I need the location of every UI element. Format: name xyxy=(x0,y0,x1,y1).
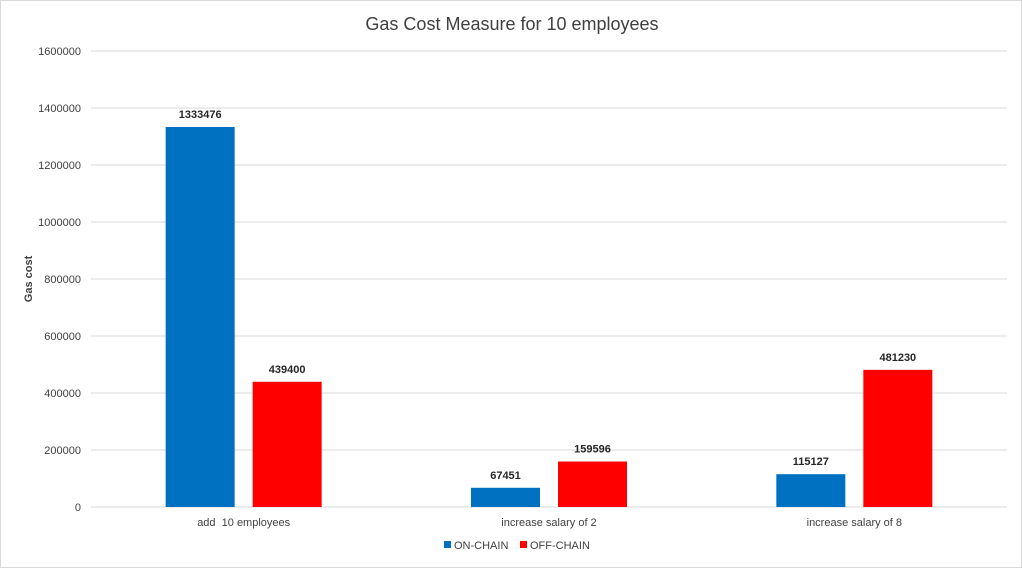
chart-title: Gas Cost Measure for 10 employees xyxy=(365,14,658,34)
y-axis-ticks: 0 200000 400000 600000 800000 1000000 1200000 1… xyxy=(38,46,81,514)
bars xyxy=(165,126,933,507)
legend-label-on-chain: ON-CHAIN xyxy=(454,540,508,552)
y-tick-label: 1000000 xyxy=(38,217,81,229)
bar-on-chain-2 xyxy=(776,474,846,507)
gridlines xyxy=(91,50,1007,508)
data-label: 67451 xyxy=(490,470,521,482)
legend-swatch-off-chain xyxy=(520,541,527,548)
bar-on-chain-1 xyxy=(471,487,540,507)
data-label: 439400 xyxy=(269,364,306,376)
bar-off-chain-2 xyxy=(863,369,933,507)
y-axis-label: Gas cost xyxy=(23,255,35,302)
x-category-label: increase salary of 8 xyxy=(807,517,902,529)
bar-off-chain-0 xyxy=(252,381,322,507)
legend-swatch-on-chain xyxy=(444,541,451,548)
x-category-label: add 10 employees xyxy=(197,517,290,529)
y-tick-label: 1400000 xyxy=(38,103,81,115)
x-axis-categories: add 10 employees increase salary of 2 incr… xyxy=(197,517,902,529)
bar-on-chain-0 xyxy=(165,126,235,507)
y-tick-label: 400000 xyxy=(44,388,81,400)
data-label: 481230 xyxy=(879,352,916,364)
data-label: 1333476 xyxy=(179,109,222,121)
x-category-label: increase salary of 2 xyxy=(501,517,596,529)
data-label: 115127 xyxy=(793,456,829,468)
y-tick-label: 1600000 xyxy=(38,46,81,58)
y-tick-label: 200000 xyxy=(44,445,81,457)
legend: ON-CHAIN OFF-CHAIN xyxy=(444,540,590,552)
data-label: 159596 xyxy=(574,444,611,456)
y-tick-label: 800000 xyxy=(44,274,81,286)
data-labels: 1333476 439400 67451 159596 115127 481230 xyxy=(179,109,916,482)
legend-label-off-chain: OFF-CHAIN xyxy=(530,540,590,552)
y-tick-label: 600000 xyxy=(44,331,81,343)
y-tick-label: 0 xyxy=(75,502,81,514)
y-tick-label: 1200000 xyxy=(38,160,81,172)
bar-off-chain-1 xyxy=(558,461,627,507)
